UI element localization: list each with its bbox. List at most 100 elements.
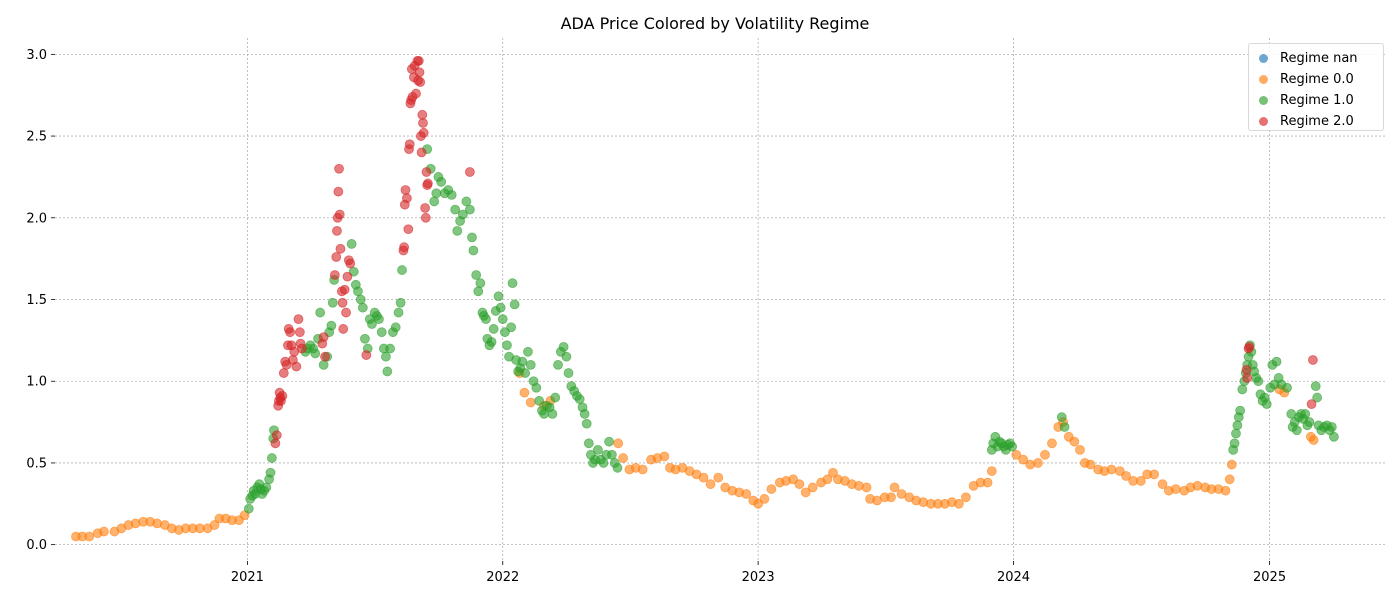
data-point-regime-2-0 — [334, 163, 344, 174]
data-point-regime-1-0 — [446, 189, 457, 200]
data-point-regime-1-0 — [355, 294, 366, 305]
data-point-regime-2-0 — [329, 270, 340, 280]
series-regime-2-0 — [270, 55, 1318, 449]
data-point-regime-1-0 — [397, 265, 407, 275]
data-point-regime-0-0 — [637, 464, 648, 475]
series-layer — [71, 55, 1339, 542]
data-point-regime-1-0 — [604, 436, 615, 447]
data-point-regime-0-0 — [519, 387, 530, 398]
data-point-regime-0-0 — [1069, 436, 1080, 447]
data-point-regime-2-0 — [345, 258, 356, 269]
data-point-regime-2-0 — [335, 243, 346, 254]
data-point-regime-1-0 — [563, 368, 574, 378]
data-point-regime-1-0 — [507, 278, 518, 289]
data-point-regime-2-0 — [337, 297, 348, 308]
axis-layer: 2021 2022 2023 2024 2025 0.0 0.5 1.0 1.5 2.0 2.5 3.… — [26, 48, 1286, 585]
data-point-regime-2-0 — [1306, 399, 1317, 410]
data-point-regime-0-0 — [1157, 479, 1168, 490]
data-point-regime-2-0 — [332, 225, 342, 236]
data-point-regime-0-0 — [822, 474, 833, 485]
data-point-regime-1-0 — [1282, 382, 1292, 393]
data-point-regime-1-0 — [612, 462, 623, 473]
data-point-regime-0-0 — [209, 520, 220, 530]
data-point-regime-1-0 — [1312, 392, 1323, 403]
legend-label-regime-1: Regime 1.0 — [1280, 92, 1354, 108]
data-point-regime-0-0 — [800, 487, 811, 498]
data-point-regime-0-0 — [1018, 454, 1029, 465]
data-point-regime-2-0 — [1244, 341, 1255, 352]
data-point-regime-1-0 — [495, 302, 506, 313]
data-point-regime-1-0 — [473, 286, 484, 297]
data-point-regime-1-0 — [464, 204, 475, 215]
x-tick-label: 2022 — [486, 570, 519, 585]
data-point-regime-0-0 — [828, 467, 838, 478]
data-point-regime-1-0 — [583, 438, 594, 449]
chart-title: ADA Price Colored by Volatility Regime — [561, 14, 870, 33]
data-point-regime-1-0 — [1232, 420, 1243, 431]
data-point-regime-1-0 — [520, 368, 531, 378]
data-point-regime-2-0 — [278, 368, 289, 378]
data-point-regime-1-0 — [1235, 405, 1246, 416]
data-point-regime-0-0 — [1121, 471, 1132, 481]
data-point-regime-1-0 — [502, 340, 512, 351]
data-point-regime-1-0 — [1237, 384, 1248, 395]
data-point-regime-2-0 — [421, 167, 432, 177]
data-point-regime-0-0 — [618, 453, 629, 463]
data-point-regime-2-0 — [270, 438, 281, 449]
data-point-regime-0-0 — [1308, 435, 1319, 445]
data-point-regime-2-0 — [399, 242, 410, 253]
data-point-regime-1-0 — [265, 467, 276, 478]
legend-marker-regime-2 — [1259, 116, 1268, 126]
data-point-regime-1-0 — [353, 286, 363, 297]
data-point-regime-1-0 — [493, 291, 504, 302]
x-tick-label: 2021 — [231, 570, 264, 585]
legend-item-regime-2: Regime 2.0 — [1259, 111, 1354, 131]
data-point-regime-2-0 — [361, 350, 372, 360]
data-point-regime-1-0 — [1304, 417, 1315, 427]
data-point-regime-1-0 — [381, 351, 391, 362]
data-point-regime-0-0 — [1226, 459, 1237, 470]
data-point-regime-2-0 — [1241, 364, 1252, 375]
y-tick-label: 3.0 — [26, 48, 47, 63]
data-point-regime-2-0 — [403, 224, 414, 235]
data-point-regime-1-0 — [376, 327, 387, 338]
data-point-regime-1-0 — [346, 239, 357, 249]
data-point-regime-1-0 — [550, 392, 561, 403]
data-point-regime-0-0 — [99, 526, 109, 537]
data-point-regime-1-0 — [431, 188, 442, 199]
data-point-regime-0-0 — [889, 482, 900, 493]
data-point-regime-1-0 — [318, 359, 329, 370]
data-point-regime-2-0 — [293, 314, 304, 325]
y-tick-label: 2.0 — [26, 211, 47, 226]
data-point-regime-2-0 — [418, 118, 428, 128]
data-point-regime-2-0 — [1242, 373, 1253, 383]
data-point-regime-0-0 — [84, 531, 95, 542]
data-point-regime-2-0 — [416, 147, 427, 158]
data-point-regime-2-0 — [271, 430, 282, 441]
data-point-regime-1-0 — [450, 204, 461, 215]
data-point-regime-0-0 — [1106, 464, 1117, 475]
data-point-regime-1-0 — [360, 333, 370, 344]
data-point-regime-0-0 — [659, 451, 670, 462]
data-point-regime-1-0 — [436, 176, 447, 187]
data-point-regime-1-0 — [266, 453, 277, 463]
data-point-regime-1-0 — [382, 366, 393, 377]
data-point-regime-1-0 — [1261, 399, 1272, 410]
data-point-regime-0-0 — [698, 472, 709, 483]
data-point-regime-2-0 — [342, 271, 353, 282]
data-point-regime-0-0 — [861, 482, 872, 493]
data-point-regime-0-0 — [807, 482, 818, 493]
data-point-regime-2-0 — [413, 55, 424, 66]
data-point-regime-0-0 — [794, 479, 805, 490]
y-tick-label: 2.5 — [26, 130, 47, 145]
data-point-regime-2-0 — [285, 327, 295, 338]
data-point-regime-0-0 — [954, 498, 964, 509]
legend-marker-regime-0 — [1259, 74, 1268, 84]
data-point-regime-1-0 — [1310, 381, 1321, 392]
data-point-regime-1-0 — [598, 458, 609, 468]
data-point-regime-1-0 — [593, 444, 603, 455]
data-point-regime-1-0 — [553, 359, 563, 370]
data-point-regime-1-0 — [1271, 356, 1282, 367]
data-point-regime-1-0 — [561, 351, 572, 362]
legend-label-regime-2: Regime 2.0 — [1280, 113, 1354, 129]
